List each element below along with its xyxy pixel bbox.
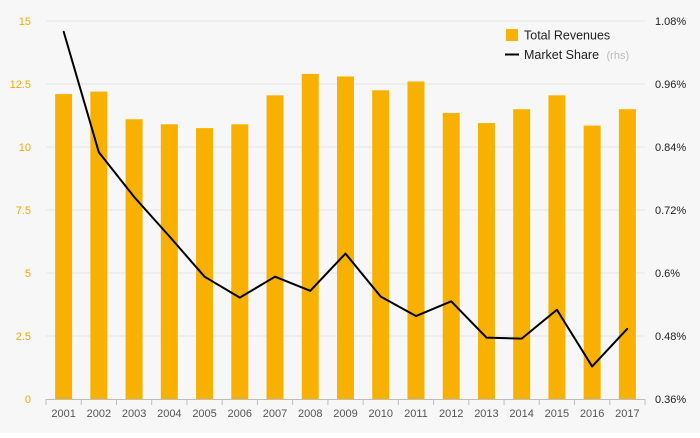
market-share-point-2011: [415, 315, 417, 317]
bar-2006: [231, 124, 249, 399]
x-tick-label: 2015: [545, 408, 569, 420]
x-tick-label: 2003: [122, 408, 146, 420]
right-tick-label: 0.48%: [655, 331, 686, 343]
market-share-point-2009: [344, 252, 347, 255]
bar-2013: [477, 123, 495, 399]
market-share-point-2003: [133, 196, 135, 198]
x-tick-label: 2011: [404, 408, 428, 420]
svg-text:Market Share (rhs): Market Share (rhs): [524, 48, 629, 62]
market-share-point-2012: [450, 300, 453, 303]
bar-2001: [55, 94, 73, 399]
right-tick-label: 0.72%: [655, 205, 686, 217]
bar-2005: [196, 128, 214, 399]
legend: Total Revenues Market Share (rhs): [505, 29, 629, 62]
x-tick-label: 2013: [474, 408, 498, 420]
market-share-point-2005: [203, 275, 206, 278]
right-tick-label: 0.84%: [655, 142, 686, 154]
legend-note-rhs: (rhs): [607, 50, 630, 62]
axes: 0 0.36% 2.5 0.48% 5 0.6% 7.5 0.72% 10 0.84% 12.5 0.…: [10, 16, 687, 420]
x-tick-label: 2007: [263, 408, 287, 420]
market-share-point-2014: [520, 337, 523, 340]
x-tick-label: 2006: [228, 408, 252, 420]
bar-2007: [266, 95, 284, 399]
market-share-point-2013: [485, 336, 488, 339]
x-tick-label: 2004: [157, 408, 181, 420]
bar-2010: [372, 90, 390, 400]
legend-label-market-share: Market Share: [524, 48, 599, 62]
x-tick-label: 2017: [615, 408, 639, 420]
left-tick-label: 12.5: [10, 79, 31, 91]
left-tick-label: 10: [19, 142, 31, 154]
left-tick-label: 5: [25, 268, 31, 280]
bar-2016: [583, 125, 601, 399]
bar-2009: [337, 76, 354, 399]
x-tick-label: 2005: [192, 408, 216, 420]
bar-2008: [301, 73, 319, 400]
legend-label-revenues: Total Revenues: [524, 29, 610, 43]
bar-2017: [618, 109, 636, 399]
bar-2014: [513, 109, 531, 399]
bar-2015: [548, 95, 566, 399]
market-share-point-2004: [168, 235, 171, 238]
x-tick-label: 2002: [87, 408, 111, 420]
bar-2011: [407, 81, 425, 399]
right-tick-label: 0.36%: [655, 394, 686, 406]
legend-swatch-revenues: [506, 29, 518, 41]
right-tick-label: 0.96%: [655, 79, 686, 91]
market-share-point-2008: [309, 290, 312, 292]
left-tick-label: 2.5: [16, 331, 31, 343]
market-share-point-2015: [556, 308, 558, 311]
market-share-point-2001: [62, 30, 65, 33]
market-share-point-2006: [238, 296, 241, 299]
market-share-point-2002: [98, 151, 100, 154]
right-tick-label: 1.08%: [655, 16, 686, 28]
x-tick-label: 2012: [439, 408, 463, 420]
x-tick-label: 2001: [51, 408, 75, 420]
bar-2012: [442, 112, 460, 399]
left-tick-label: 15: [19, 16, 31, 28]
x-tick-label: 2008: [298, 408, 322, 420]
bar-series: [55, 73, 636, 400]
x-tick-label: 2010: [368, 408, 392, 420]
x-tick-label: 2016: [580, 408, 604, 420]
right-tick-label: 0.6%: [655, 268, 680, 280]
line-series: [62, 30, 629, 368]
market-share-point-2016: [591, 365, 593, 368]
bar-2002: [90, 91, 108, 399]
left-tick-label: 7.5: [16, 205, 31, 217]
x-tick-label: 2014: [509, 408, 533, 420]
market-share-point-2010: [379, 295, 382, 298]
left-tick-label: 0: [25, 394, 31, 406]
x-tick-label: 2009: [333, 408, 357, 420]
bar-2003: [125, 119, 143, 399]
market-share-point-2007: [274, 275, 276, 278]
bar-2004: [160, 124, 178, 399]
market-share-point-2017: [626, 327, 629, 330]
